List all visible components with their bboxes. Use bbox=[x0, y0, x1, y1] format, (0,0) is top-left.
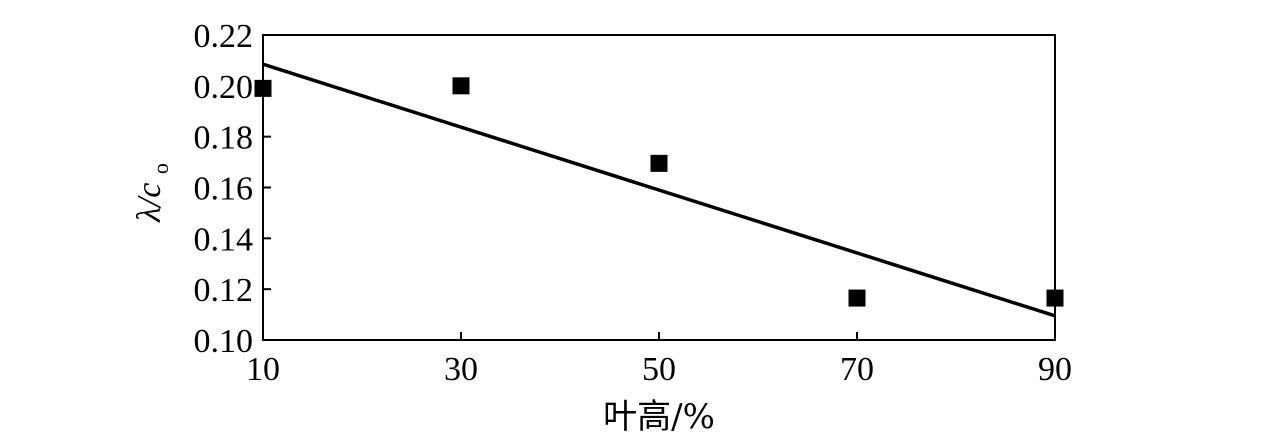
y-tick-label: 0.16 bbox=[194, 171, 254, 208]
y-tick-label: 0.22 bbox=[194, 18, 254, 55]
data-point-square bbox=[1046, 289, 1064, 307]
y-axis: 0.10 0.12 0.14 0.16 0.18 0.20 0.22 bbox=[194, 18, 271, 360]
svg-text:λ/c o: λ/c o bbox=[131, 163, 173, 223]
plot-area bbox=[262, 34, 1056, 341]
data-point-square bbox=[254, 79, 272, 97]
y-tick-label: 0.14 bbox=[194, 221, 254, 258]
plot-frame bbox=[262, 34, 1056, 341]
x-tick-label: 30 bbox=[444, 351, 478, 388]
x-tick-label: 70 bbox=[840, 351, 874, 388]
y-tick-label: 0.12 bbox=[194, 272, 254, 309]
data-marks bbox=[254, 62, 1064, 318]
data-point-square bbox=[848, 289, 866, 307]
data-point-square bbox=[452, 77, 470, 95]
y-axis-title: λ/c o bbox=[131, 163, 173, 223]
y-tick-label: 0.20 bbox=[194, 69, 254, 106]
data-point-square bbox=[650, 154, 668, 172]
x-axis-title: 叶高/% bbox=[603, 397, 715, 437]
fit-line bbox=[262, 62, 1056, 318]
y-axis-title-subscript: o bbox=[148, 163, 173, 174]
x-tick-label: 90 bbox=[1038, 351, 1072, 388]
x-tick-label: 10 bbox=[246, 351, 280, 388]
x-tick-label: 50 bbox=[642, 351, 676, 388]
y-tick-label: 0.10 bbox=[194, 323, 254, 360]
y-axis-title-main: λ/c bbox=[131, 183, 168, 223]
y-tick-label: 0.18 bbox=[194, 120, 254, 157]
x-axis: 10 30 50 70 90 bbox=[246, 332, 1072, 388]
